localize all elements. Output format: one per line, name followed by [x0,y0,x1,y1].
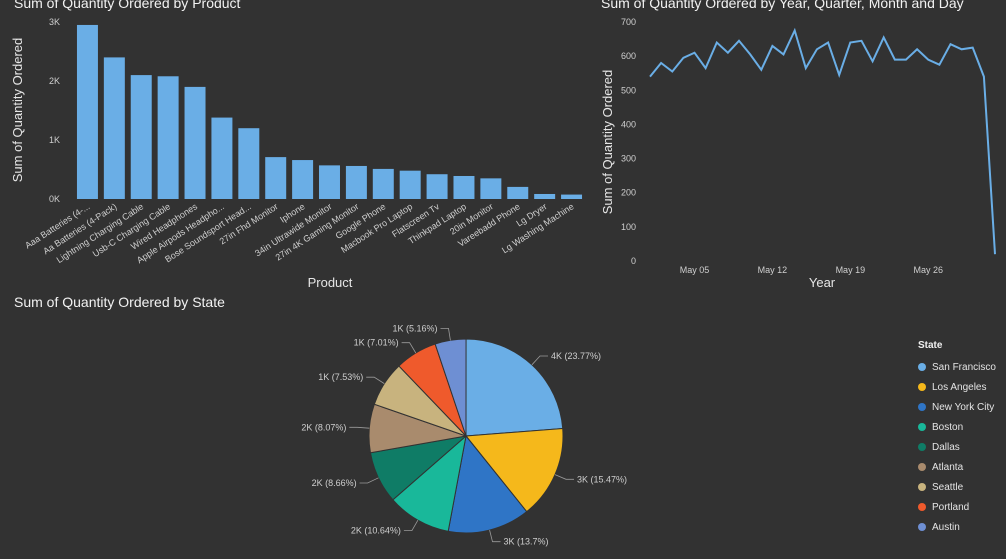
bar [103,57,125,200]
bar [265,157,287,199]
bar-y-tick: 1K [49,135,60,145]
pie-data-label: 4K (23.77%) [551,351,601,361]
bar [507,186,529,199]
legend-dot-icon [918,383,926,391]
pie-data-label: 2K (8.66%) [312,478,357,488]
legend-dot-icon [918,463,926,471]
pie-data-label: 3K (13.7%) [504,537,549,547]
legend-label: Boston [932,421,964,433]
legend-item[interactable]: Dallas [918,437,1006,457]
pie-data-label: 1K (5.16%) [392,323,437,333]
pie-leader-line [554,474,574,480]
legend-dot-icon [918,363,926,371]
legend-item[interactable]: Portland [918,497,1006,517]
pie-leader-line [403,520,419,532]
pie-slice [465,427,564,513]
pie-leader-line [401,342,417,354]
pie-data-label: 1K (7.53%) [318,372,363,382]
pie-leader-line [489,530,501,543]
legend-label: San Francisco [932,361,996,373]
pie-leader-line [359,477,379,484]
legend-label: Portland [932,501,970,513]
legend-item[interactable]: Atlanta [918,457,1006,477]
bar-y-tick: 0K [49,194,60,204]
line-x-tick: May 19 [836,265,866,275]
line-y-tick: 500 [621,85,636,95]
legend-item[interactable]: Los Angeles [918,377,1006,397]
legend-item[interactable]: Seattle [918,477,1006,497]
line-y-tick: 200 [621,188,636,198]
legend-label: New York City [932,401,995,413]
bar [292,160,314,199]
legend-label: Seattle [932,481,964,493]
line-y-tick: 600 [621,51,636,61]
legend-item[interactable]: San Francisco [918,357,1006,377]
bar [319,165,340,199]
legend-item[interactable]: Boston [918,417,1006,437]
legend-dot-icon [918,523,926,531]
pie-leader-line [531,355,548,366]
bar [480,178,502,199]
line-y-tick: 0 [631,256,636,266]
legend-item[interactable]: Austin [918,517,1006,537]
legend-label: Los Angeles [932,381,987,393]
line-x-tick: May 05 [680,265,710,275]
legend-item[interactable]: New York City [918,397,1006,417]
bar [76,24,98,200]
line-y-tick: 100 [621,222,636,232]
line-y-axis-title: Sum of Quantity Ordered [600,70,615,215]
pie-data-label: 2K (10.64%) [351,526,401,536]
pie-leader-line [366,376,385,384]
bar [453,175,475,199]
pie-data-label: 2K (8.07%) [301,422,346,432]
legend-dot-icon [918,483,926,491]
line-x-tick: May 12 [758,265,788,275]
legend-label: Austin [932,521,960,533]
pie-chart-title: Sum of Quantity Ordered by State [14,294,225,310]
line-x-axis-title: Year [809,275,836,290]
bar [238,128,260,199]
legend-label: Atlanta [932,461,964,473]
legend-dot-icon [918,503,926,511]
pie-slice [447,434,528,534]
line-chart: 0 100 200 300 400 500 600 700 May 05 May 12 May 19… [600,17,996,290]
line-x-tick: May 26 [913,265,943,275]
legend-label: Dallas [932,441,960,453]
line-series [649,27,996,255]
bar-y-tick: 3K [49,17,60,27]
bar-x-axis-title: Product [308,275,353,290]
bar-chart-title: Sum of Quantity Ordered by Product [14,0,241,11]
bar [399,170,421,199]
line-chart-title: Sum of Quantity Ordered by Year, Quarter… [601,0,964,11]
bar-y-tick: 2K [49,76,60,86]
pie-chart: 4K (23.77%) 3K (15.47%) 3K (13.7%) 2K (10.6… [301,323,627,547]
legend-dot-icon [918,443,926,451]
bar [372,168,394,199]
pie-leader-line [349,426,370,429]
legend-dot-icon [918,423,926,431]
pie-data-label: 3K (15.47%) [577,474,627,484]
pie-slice [465,338,564,437]
bar-y-axis-title: Sum of Quantity Ordered [10,38,25,183]
legend-title: State [918,340,943,351]
bar [426,174,448,199]
line-y-tick: 300 [621,154,636,164]
line-y-tick: 700 [621,17,636,27]
bar [157,76,179,199]
bar [184,86,206,199]
bar [534,193,556,199]
bar [345,165,367,199]
legend-dot-icon [918,403,926,411]
pie-leader-line [440,327,451,341]
line-y-tick: 400 [621,119,636,129]
pie-legend: State San Francisco Los Angeles New York C… [918,340,1006,537]
bar [130,75,152,199]
bar [561,194,583,199]
bar [211,117,233,199]
pie-data-label: 1K (7.01%) [354,338,399,348]
